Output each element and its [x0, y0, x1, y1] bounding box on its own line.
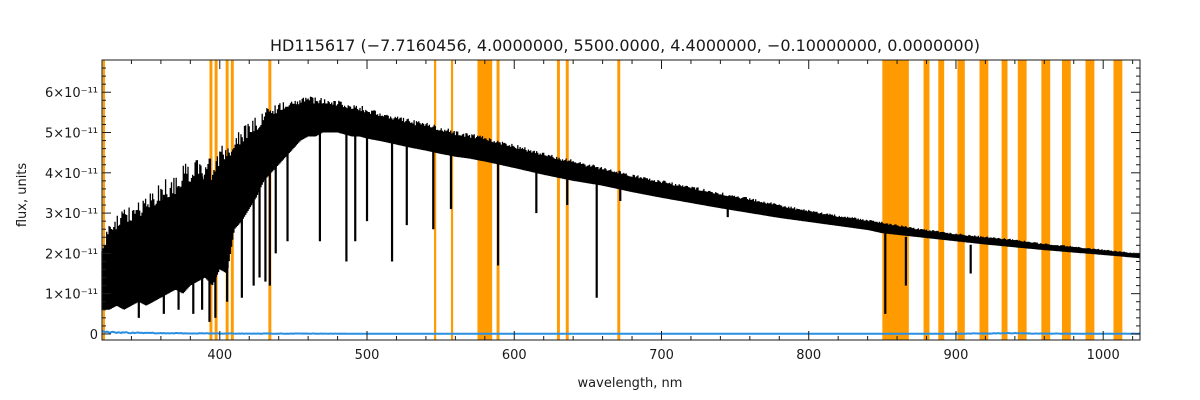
mask-band-12 [617, 60, 621, 340]
plot-frame [101, 59, 1141, 341]
error-line [101, 330, 1141, 335]
x-tick-label-2: 600 [502, 348, 527, 363]
y-tick-label-2: 2×10⁻¹¹ [45, 247, 98, 262]
mask-band-14 [923, 60, 930, 340]
mask-band-22 [1085, 60, 1095, 340]
chart-title: HD115617 (−7.7160456, 4.0000000, 5500.00… [270, 36, 980, 55]
x-tick-label-0: 400 [207, 348, 232, 363]
mask-band-0 [102, 60, 105, 340]
x-tick-label-4: 800 [796, 348, 821, 363]
mask-band-19 [1017, 60, 1027, 340]
y-tick-label-4: 4×10⁻¹¹ [45, 167, 98, 182]
mask-band-17 [979, 60, 989, 340]
y-tick-label-3: 3×10⁻¹¹ [45, 207, 98, 222]
y-tick-label-1: 1×10⁻¹¹ [45, 288, 98, 303]
mask-band-13 [882, 60, 909, 340]
x-axis-title: wavelength, nm [578, 376, 683, 391]
masked-regions [102, 60, 1123, 340]
y-axis-title: flux, units [15, 163, 30, 228]
mask-band-23 [1113, 60, 1123, 340]
mask-band-20 [1041, 60, 1051, 340]
mask-band-21 [1061, 60, 1071, 340]
mask-band-18 [1001, 60, 1008, 340]
y-tick-label-6: 6×10⁻¹¹ [45, 86, 98, 101]
mask-band-16 [957, 60, 965, 340]
x-tick-label-3: 700 [649, 348, 674, 363]
axes: 400 500 600 700 800 900 1000 0 1×10⁻¹¹ 2×10⁻¹¹ 3×1… [45, 59, 1141, 363]
flux-series [101, 96, 1141, 322]
mask-band-15 [938, 60, 945, 340]
x-tick-label-5: 900 [944, 348, 969, 363]
mask-band-10 [556, 60, 560, 340]
mask-band-7 [450, 60, 454, 340]
error-series [101, 330, 1141, 335]
y-tick-label-0: 0 [90, 328, 98, 343]
y-tick-label-5: 5×10⁻¹¹ [45, 127, 98, 142]
mask-band-6 [434, 60, 437, 340]
mask-band-8 [477, 60, 493, 340]
x-tick-label-6: 1000 [1087, 348, 1120, 363]
x-tick-label-1: 500 [355, 348, 380, 363]
